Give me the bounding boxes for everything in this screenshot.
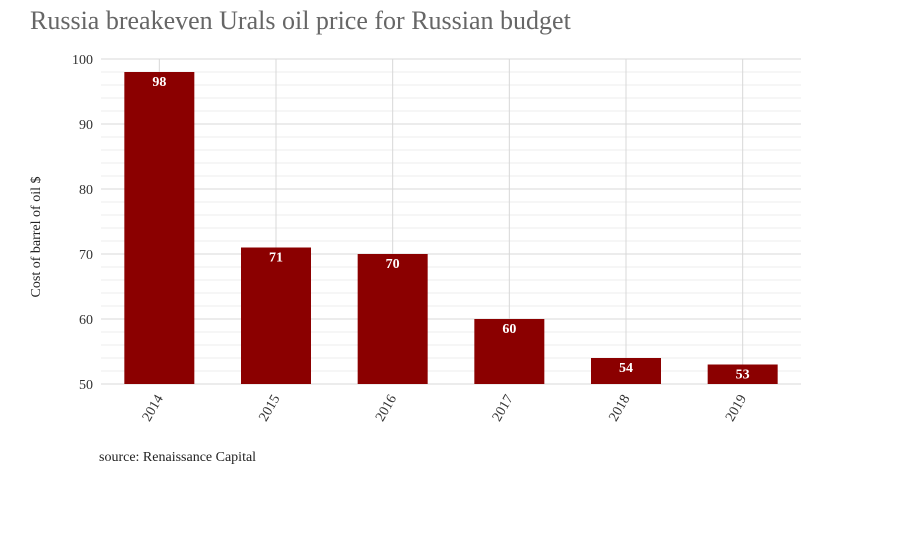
y-tick-label: 50 bbox=[79, 378, 93, 393]
source-note: source: Renaissance Capital bbox=[99, 450, 257, 465]
bars bbox=[124, 72, 778, 384]
data-label-2015: 71 bbox=[269, 251, 283, 266]
x-tick-label: 2017 bbox=[490, 393, 517, 425]
bar-2017 bbox=[474, 319, 545, 384]
bar-2019 bbox=[707, 364, 778, 384]
data-label-2018: 54 bbox=[619, 361, 633, 376]
y-axis: 50 60 70 80 90 100 bbox=[72, 53, 93, 393]
x-tick-label: 2018 bbox=[606, 393, 633, 425]
y-tick-label: 100 bbox=[72, 53, 93, 68]
y-axis-label: Cost of barrel of oil $ bbox=[29, 177, 44, 298]
y-tick-label: 90 bbox=[79, 118, 93, 133]
y-tick-label: 80 bbox=[79, 183, 93, 198]
data-label-2016: 70 bbox=[386, 257, 400, 272]
data-label-2014: 98 bbox=[152, 75, 166, 90]
x-axis: 2014 2015 2016 2017 2018 2019 bbox=[140, 393, 750, 425]
chart-title: Russia breakeven Urals oil price for Rus… bbox=[30, 6, 571, 35]
bar-2018 bbox=[591, 358, 661, 384]
data-label-2019: 53 bbox=[736, 368, 750, 383]
bar-2014 bbox=[124, 72, 195, 384]
x-tick-label: 2015 bbox=[256, 393, 283, 425]
grid-lines bbox=[101, 58, 801, 385]
x-tick-label: 2014 bbox=[140, 393, 167, 425]
y-tick-label: 70 bbox=[79, 248, 93, 263]
bar-2015 bbox=[241, 247, 311, 384]
y-tick-label: 60 bbox=[79, 313, 93, 328]
x-tick-label: 2016 bbox=[373, 393, 400, 425]
data-labels: 98 71 70 60 54 53 bbox=[152, 75, 749, 383]
bar-2016 bbox=[357, 254, 428, 384]
x-tick-label: 2019 bbox=[723, 393, 750, 425]
data-label-2017: 60 bbox=[502, 322, 516, 337]
